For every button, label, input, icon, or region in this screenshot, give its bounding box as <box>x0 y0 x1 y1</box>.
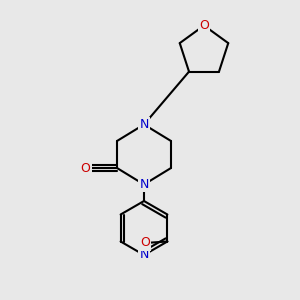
Text: N: N <box>139 118 149 131</box>
Text: N: N <box>139 248 149 262</box>
Text: N: N <box>139 178 149 191</box>
Text: O: O <box>81 161 90 175</box>
Text: O: O <box>199 19 209 32</box>
Text: O: O <box>140 236 150 250</box>
